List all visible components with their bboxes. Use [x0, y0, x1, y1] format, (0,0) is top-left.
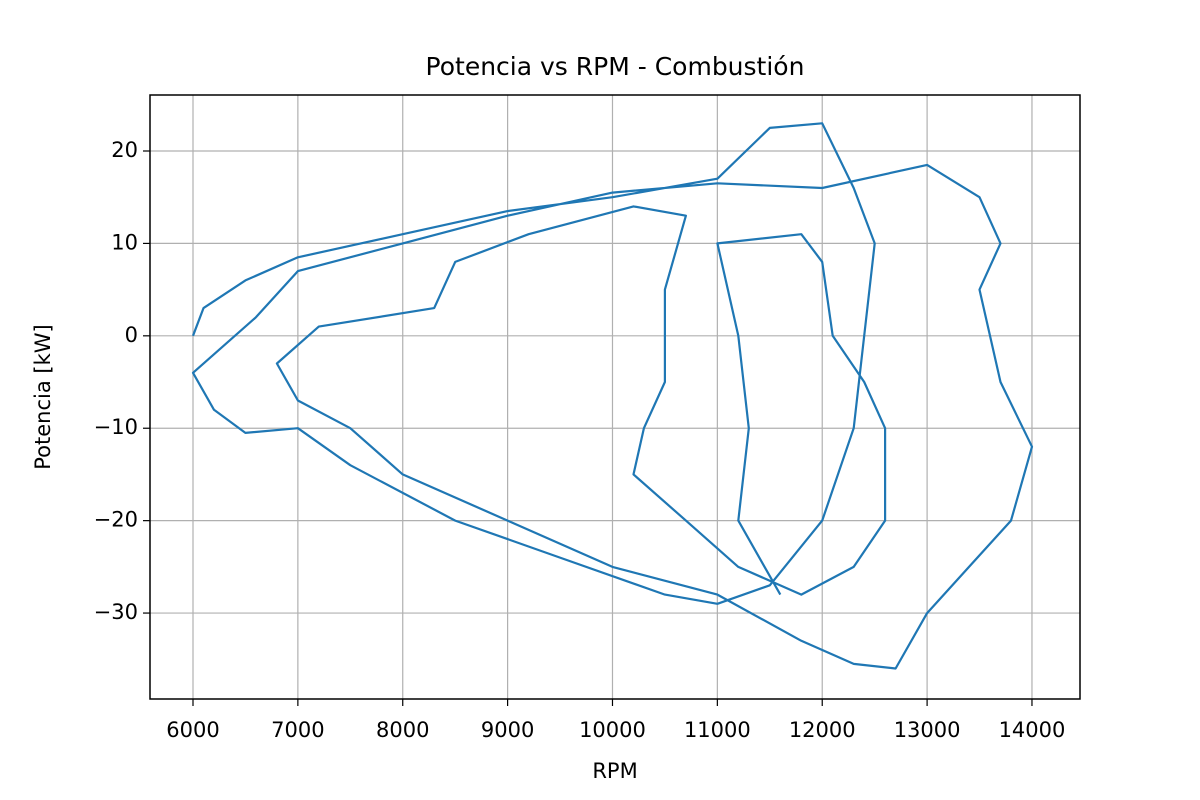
x-tick-label: 7000	[271, 718, 324, 742]
y-tick-label: 20	[111, 138, 138, 162]
y-tick-label: −10	[94, 415, 138, 439]
x-tick-label: 12000	[789, 718, 856, 742]
x-tick-label: 10000	[579, 718, 646, 742]
y-axis-label: Potencia [kW]	[31, 324, 55, 469]
x-axis-label: RPM	[592, 759, 637, 783]
x-tick-label: 14000	[999, 718, 1066, 742]
x-tick-label: 8000	[376, 718, 429, 742]
x-tick-label: 6000	[166, 718, 219, 742]
x-tick-label: 9000	[481, 718, 534, 742]
y-tick-label: −20	[94, 508, 138, 532]
y-tick-label: 0	[125, 323, 138, 347]
y-tick-label: 10	[111, 230, 138, 254]
axes-frame	[149, 94, 1081, 700]
plot-area	[191, 122, 1034, 670]
x-tick-label: 13000	[894, 718, 961, 742]
grid	[150, 95, 1080, 699]
chart-title: Potencia vs RPM - Combustión	[426, 52, 805, 81]
y-tick-label: −30	[94, 600, 138, 624]
x-tick-label: 11000	[684, 718, 751, 742]
data-line	[191, 122, 1034, 670]
